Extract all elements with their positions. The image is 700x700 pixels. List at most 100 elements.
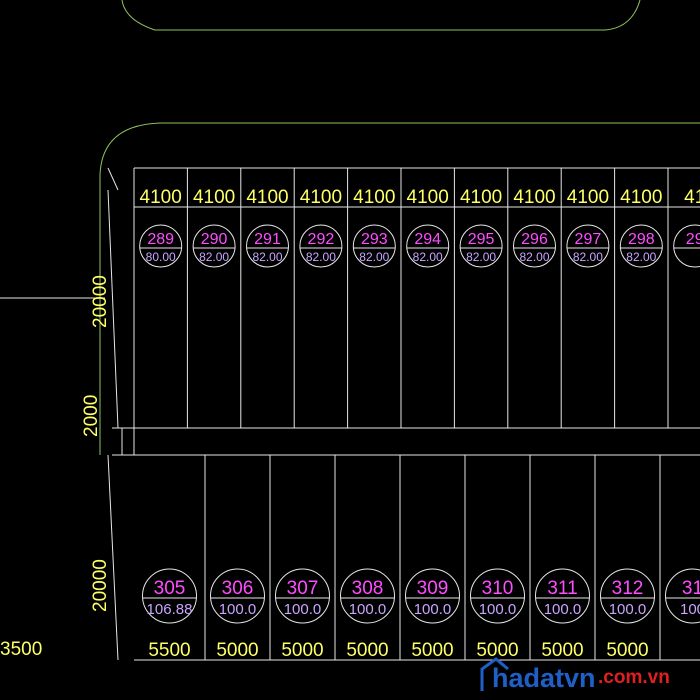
lot-width-label: 5000 bbox=[476, 640, 518, 661]
lot-number: 310 bbox=[482, 578, 514, 599]
lot-area: 82.00 bbox=[306, 250, 336, 264]
lot-width-label: 4100 bbox=[353, 187, 395, 208]
upper-lot-9: 4100 297 82.00 bbox=[566, 187, 610, 268]
lot-circle-marker bbox=[406, 224, 450, 268]
lot-number: 291 bbox=[254, 231, 281, 248]
upper-lot-8: 4100 296 82.00 bbox=[513, 187, 556, 268]
dim-upper-depth: 20000 bbox=[90, 275, 111, 328]
lot-circle-marker bbox=[192, 224, 236, 268]
lot-width-label: 5000 bbox=[346, 640, 388, 661]
lot-number: 306 bbox=[222, 578, 254, 599]
watermark-house-icon bbox=[480, 657, 509, 691]
lot-area: 80.00 bbox=[146, 250, 176, 264]
lot-number: 311 bbox=[547, 578, 577, 599]
lower-lot-6: 310 100.0 5000 bbox=[470, 568, 525, 661]
watermark-brand: hadatvn bbox=[492, 663, 596, 693]
lower-lot-4: 308 100.0 5000 bbox=[340, 568, 395, 661]
dim-left-offset: 3500 bbox=[0, 639, 42, 660]
lot-width-label: 4100 bbox=[620, 187, 662, 208]
upper-lot-1: 4100 289 80.00 bbox=[139, 187, 183, 268]
lot-width-label: 4100 bbox=[513, 187, 555, 208]
lot-number: 293 bbox=[361, 231, 388, 248]
lot-width-label: 4100 bbox=[246, 187, 288, 208]
lot-circle-marker bbox=[340, 568, 395, 624]
lot-number: 295 bbox=[468, 231, 495, 248]
lot-width-label: 5000 bbox=[541, 640, 583, 661]
lot-area: 100.0 bbox=[414, 601, 452, 618]
lot-number: 292 bbox=[308, 231, 335, 248]
lower-lot-row: 305106.885500306100.05000307100.05000308… bbox=[142, 568, 700, 661]
lot-number: 309 bbox=[417, 578, 449, 599]
lot-circle-marker bbox=[470, 568, 525, 624]
upper-lot-10: 4100 298 82.00 bbox=[619, 187, 663, 268]
lot-width-label: 5000 bbox=[606, 640, 648, 661]
lower-lot-dividers bbox=[204, 455, 661, 660]
lot-number: 312 bbox=[612, 578, 644, 599]
lot-circle-marker bbox=[142, 568, 197, 624]
lot-width-label: 5000 bbox=[411, 640, 453, 661]
upper-lot-7: 4100 295 82.00 bbox=[459, 187, 503, 268]
lower-lot-2: 306 100.0 5000 bbox=[210, 568, 265, 661]
upper-block-outline bbox=[107, 167, 700, 661]
lot-number: 307 bbox=[287, 578, 319, 599]
lot-circle-marker bbox=[275, 568, 330, 624]
dim-road-width: 2000 bbox=[81, 395, 102, 437]
lot-area: 100 bbox=[680, 601, 700, 618]
lot-area: 82.00 bbox=[199, 250, 229, 264]
lot-circle-marker bbox=[299, 224, 343, 268]
lot-width-label: 4100 bbox=[300, 187, 342, 208]
lot-width-label: 4100 bbox=[460, 187, 502, 208]
upper-lot-dividers bbox=[186, 168, 669, 428]
lot-circle-marker bbox=[352, 224, 396, 268]
lot-circle-marker bbox=[405, 568, 460, 624]
road-edge-block bbox=[99, 122, 700, 455]
lot-number: 308 bbox=[352, 578, 384, 599]
watermark-domain: .com.vn bbox=[598, 667, 670, 688]
upper-lot-11: 41 29 bbox=[673, 187, 700, 268]
lot-area: 82.00 bbox=[359, 250, 389, 264]
lot-area: 100.0 bbox=[349, 601, 387, 618]
lot-width-label: 41 bbox=[684, 187, 700, 208]
lot-area: 106.88 bbox=[147, 601, 193, 618]
upper-lot-4: 4100 292 82.00 bbox=[299, 187, 343, 268]
lot-number: 294 bbox=[414, 231, 441, 248]
lot-area: 82.00 bbox=[252, 250, 282, 264]
lot-area: 100.0 bbox=[544, 601, 582, 618]
lot-number: 31 bbox=[682, 578, 700, 599]
lower-lot-7: 311 100.0 5000 bbox=[535, 568, 590, 661]
lot-area: 100.0 bbox=[284, 601, 322, 618]
lower-lot-3: 307 100.0 5000 bbox=[275, 568, 330, 661]
upper-lot-row: 410028980.00410029082.00410029182.004100… bbox=[139, 187, 700, 268]
lot-circle-marker bbox=[619, 224, 663, 268]
lot-circle-marker bbox=[210, 568, 265, 624]
lot-circle-marker bbox=[600, 568, 655, 624]
lower-lot-8: 312 100.0 5000 bbox=[600, 568, 655, 661]
lot-area: 82.00 bbox=[519, 250, 549, 264]
lot-circle-marker bbox=[246, 224, 289, 268]
lot-area: 82.00 bbox=[573, 250, 603, 264]
lower-lot-1: 305 106.88 5500 bbox=[142, 568, 197, 661]
dim-lower-depth: 20000 bbox=[90, 559, 111, 612]
lot-width-label: 4100 bbox=[193, 187, 235, 208]
lot-circle-marker bbox=[513, 224, 556, 268]
lot-width-label: 4100 bbox=[567, 187, 609, 208]
lot-area: 82.00 bbox=[413, 250, 443, 264]
lot-width-label: 5000 bbox=[281, 640, 323, 661]
lot-number: 296 bbox=[521, 231, 548, 248]
watermark-logo: hadatvn .com.vn bbox=[480, 657, 670, 693]
lower-lot-9: 31100 bbox=[665, 568, 700, 624]
upper-lot-6: 4100 294 82.00 bbox=[406, 187, 450, 268]
upper-lot-2: 4100 290 82.00 bbox=[192, 187, 236, 268]
lot-number: 289 bbox=[147, 231, 174, 248]
lot-width-label: 5000 bbox=[216, 640, 258, 661]
lot-width-label: 5500 bbox=[148, 640, 190, 661]
upper-lot-3: 4100 291 82.00 bbox=[246, 187, 289, 268]
lot-area: 100.0 bbox=[479, 601, 517, 618]
lot-circle-marker bbox=[673, 224, 700, 268]
lot-number: 29 bbox=[686, 231, 700, 248]
lot-circle-marker bbox=[535, 568, 590, 624]
lot-area: 82.00 bbox=[466, 250, 496, 264]
lot-circle-marker bbox=[566, 224, 610, 268]
lot-number: 297 bbox=[575, 231, 602, 248]
